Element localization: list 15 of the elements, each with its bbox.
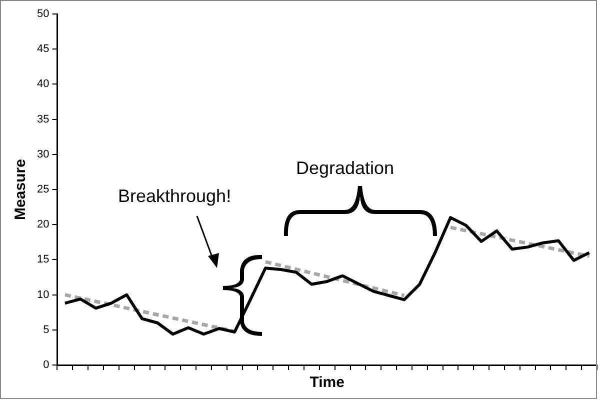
- y-tick-label: 25: [36, 184, 50, 196]
- x-axis-title: Time: [310, 374, 344, 392]
- y-tick-label: 10: [36, 288, 50, 301]
- y-tick-label: 15: [36, 254, 50, 266]
- y-tick-label: 40: [36, 78, 50, 90]
- y-tick-label: 20: [36, 218, 50, 231]
- y-tick-label: 30: [36, 148, 50, 160]
- y-tick-label: 5: [43, 324, 50, 336]
- annotation: Degradation: [296, 158, 394, 179]
- y-tick-label: 0: [43, 359, 50, 372]
- y-axis-title: Measure: [12, 159, 30, 220]
- y-tick-label: 45: [36, 43, 50, 56]
- y-tick-label: 50: [36, 8, 50, 20]
- y-tick-label: 35: [36, 113, 50, 126]
- annotation: Breakthrough!: [118, 186, 232, 207]
